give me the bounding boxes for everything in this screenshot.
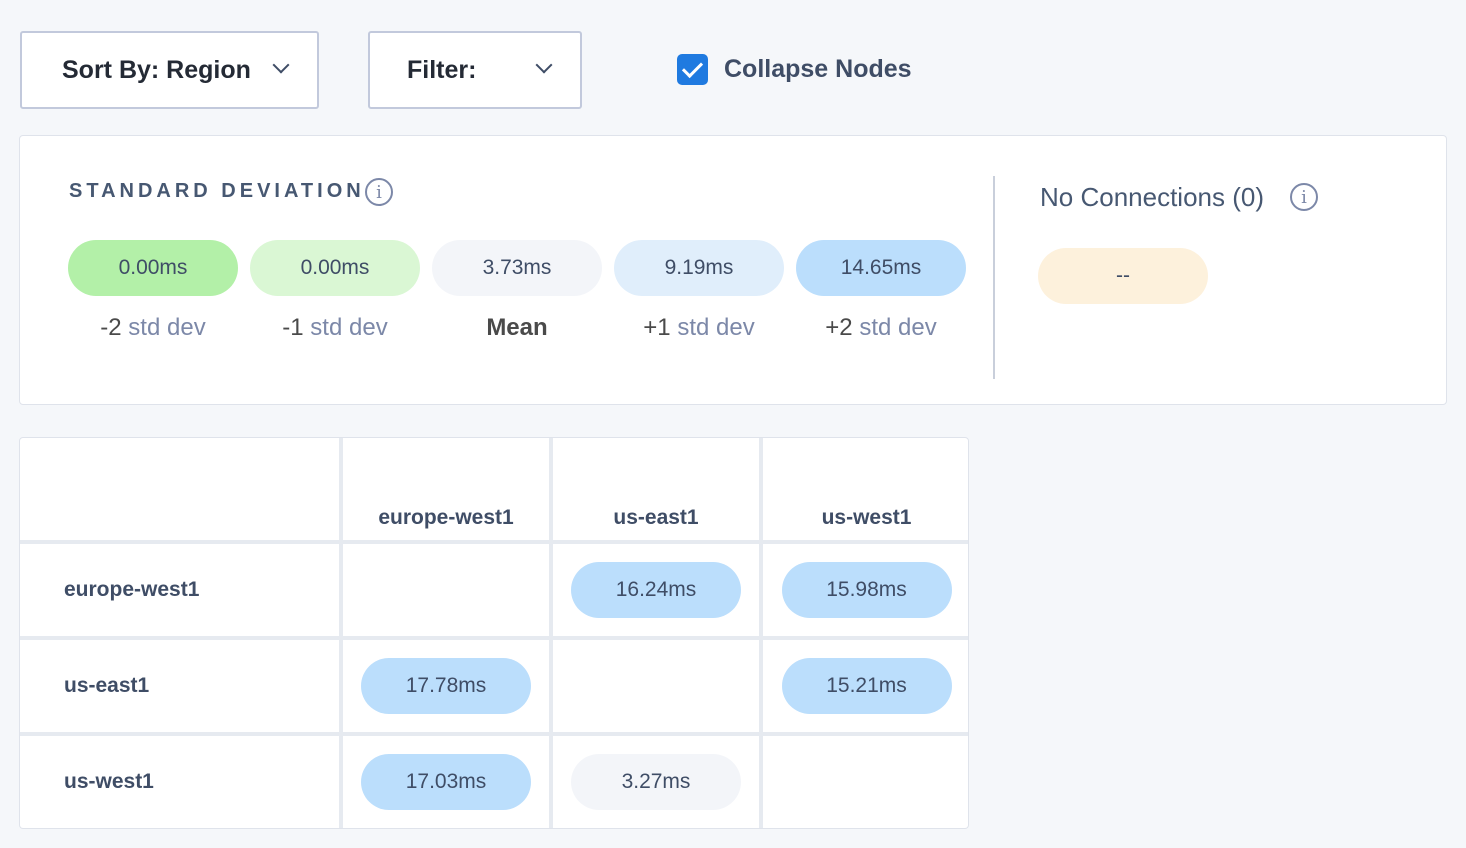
column-header: europe-west1 — [343, 438, 549, 540]
std-dev-unit: std dev — [852, 314, 937, 341]
std-dev-num: -2 — [100, 314, 122, 341]
latency-pill[interactable]: 15.21ms — [781, 658, 952, 714]
latency-pill[interactable]: 17.03ms — [361, 754, 531, 810]
matrix-cell: 17.78ms — [343, 640, 549, 732]
std-dev-pill: 3.73ms — [432, 240, 602, 296]
std-dev-pill: 14.65ms — [796, 240, 966, 296]
matrix-cell — [343, 544, 549, 636]
matrix-cell — [763, 736, 968, 828]
std-dev-pill: 0.00ms — [250, 240, 420, 296]
divider — [993, 176, 995, 379]
row-header: us-east1 — [20, 640, 339, 732]
matrix-cell: 15.21ms — [763, 640, 968, 732]
matrix-cell: 15.98ms — [763, 544, 968, 636]
column-header: us-east1 — [553, 438, 759, 540]
matrix-cell: 3.27ms — [553, 736, 759, 828]
latency-pill[interactable]: 16.24ms — [571, 562, 741, 618]
std-dev-num: Mean — [486, 314, 548, 341]
std-dev-label: -1 std dev — [250, 314, 420, 342]
std-dev-num: -1 — [282, 314, 304, 341]
std-dev-title: STANDARD DEVIATION — [69, 180, 365, 202]
std-dev-unit: std dev — [303, 314, 388, 341]
matrix-cell: 16.24ms — [553, 544, 759, 636]
chevron-down-icon — [535, 56, 553, 74]
info-icon[interactable]: i — [1290, 183, 1318, 211]
std-dev-label: -2 std dev — [68, 314, 238, 342]
std-dev-pill: 0.00ms — [68, 240, 238, 296]
std-dev-pill: 9.19ms — [614, 240, 784, 296]
std-dev-num: +2 — [825, 314, 853, 341]
matrix-cell: 17.03ms — [343, 736, 549, 828]
collapse-nodes-label[interactable]: Collapse Nodes — [724, 55, 912, 83]
no-connections-pill: -- — [1038, 248, 1208, 304]
corner-cell — [20, 438, 339, 540]
std-dev-num: +1 — [643, 314, 671, 341]
latency-pill[interactable]: 17.78ms — [361, 658, 531, 714]
std-dev-label: +2 std dev — [796, 314, 966, 342]
filter-dropdown[interactable]: Filter: — [368, 31, 582, 109]
std-dev-label: +1 std dev — [614, 314, 784, 342]
latency-pill[interactable]: 3.27ms — [571, 754, 741, 810]
matrix-cell — [553, 640, 759, 732]
legend-panel: STANDARD DEVIATION i 0.00ms -2 std dev 0.… — [19, 135, 1447, 405]
collapse-nodes-checkbox[interactable] — [677, 54, 708, 85]
sort-by-dropdown[interactable]: Sort By: Region — [20, 31, 319, 109]
std-dev-label: Mean — [432, 314, 602, 342]
info-icon[interactable]: i — [365, 178, 393, 206]
row-header: us-west1 — [20, 736, 339, 828]
chevron-down-icon — [272, 56, 290, 74]
no-connections-label: No Connections (0) — [1040, 182, 1264, 212]
column-header: us-west1 — [763, 438, 968, 540]
std-dev-unit: std dev — [670, 314, 755, 341]
latency-matrix: europe-west1 us-east1 us-west1 europe-west1… — [19, 437, 969, 829]
latency-pill[interactable]: 15.98ms — [781, 562, 952, 618]
row-header: europe-west1 — [20, 544, 339, 636]
filter-label: Filter: — [407, 55, 477, 84]
sort-by-label: Sort By: Region — [62, 55, 251, 84]
std-dev-unit: std dev — [121, 314, 206, 341]
